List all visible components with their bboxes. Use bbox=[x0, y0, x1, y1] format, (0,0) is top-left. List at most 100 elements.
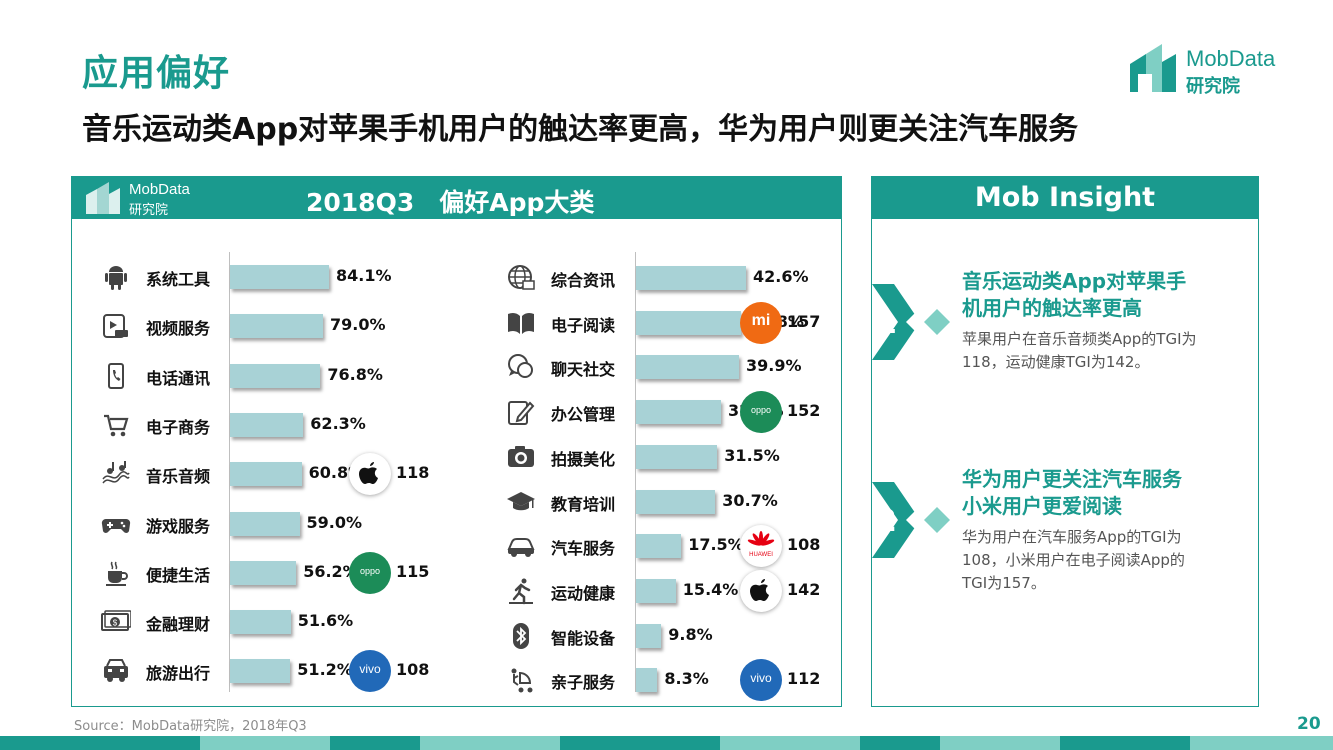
insight-heading: 音乐运动类App对苹果手 机用户的触达率更高 bbox=[962, 268, 1186, 322]
chart-row: 拍摄美化 31.5% bbox=[0, 437, 842, 477]
tgi-value: 142 bbox=[787, 580, 821, 599]
oppo-logo-icon: oppo bbox=[740, 391, 782, 433]
logo-mark-icon bbox=[1130, 44, 1176, 92]
category-label: 视频服务 bbox=[146, 319, 211, 338]
huawei-logo-icon: HUAWEI bbox=[740, 525, 782, 567]
insight-body: 苹果用户在音乐音频类App的TGI为 118，运动健康TGI为142。 bbox=[962, 328, 1197, 374]
chart-row: 电话通讯 76.8% bbox=[0, 356, 842, 396]
insight-number: 2 bbox=[876, 504, 897, 539]
data-label: 51.6% bbox=[297, 611, 354, 630]
category-label: 综合资讯 bbox=[551, 271, 616, 290]
bar-mark bbox=[636, 400, 721, 424]
bar-mark bbox=[636, 355, 739, 379]
page-title: 应用偏好 bbox=[82, 53, 231, 94]
camera-icon bbox=[506, 442, 536, 472]
tgi-value: 157 bbox=[787, 312, 821, 331]
category-label: 汽车服务 bbox=[551, 539, 616, 558]
data-label: 51.2% bbox=[297, 660, 353, 679]
book-icon bbox=[506, 308, 536, 338]
insight-body-line: TGI为157。 bbox=[962, 574, 1046, 592]
bar-mark bbox=[230, 413, 304, 437]
bar-mark bbox=[230, 265, 329, 289]
insight-body-line: 108，小米用户在电子阅读App的 bbox=[962, 551, 1185, 569]
auto-icon bbox=[506, 531, 536, 561]
video-icon bbox=[101, 311, 131, 341]
data-label: 39.9% bbox=[746, 356, 802, 375]
page-subtitle: 音乐运动类App对苹果手机用户的触达率更高，华为用户则更关注汽车服务 bbox=[82, 112, 1079, 147]
car-icon bbox=[101, 656, 131, 686]
insight-heading-line: 华为用户更关注汽车服务 bbox=[962, 467, 1182, 491]
chart-axis-right bbox=[635, 252, 636, 692]
category-label: 电子阅读 bbox=[551, 316, 616, 335]
panel-logo-text: MobData bbox=[129, 181, 190, 198]
brand-mark-text: mi bbox=[751, 312, 771, 329]
bar-mark bbox=[230, 512, 300, 536]
bar-mark bbox=[636, 490, 716, 514]
insight-heading-line: 小米用户更爱阅读 bbox=[962, 494, 1122, 518]
insight-heading-line: 机用户的触达率更高 bbox=[962, 296, 1142, 320]
chart-row: 教育培训 30.7% bbox=[0, 482, 842, 522]
tgi-value: 108 bbox=[787, 535, 821, 554]
chart-row: 视频服务 79.0% bbox=[0, 306, 842, 346]
source-note: Source：MobData研究院，2018年Q3 bbox=[74, 719, 307, 734]
vivo-logo-icon: vivo bbox=[349, 650, 391, 692]
tgi-value: 108 bbox=[396, 660, 430, 679]
bar-mark bbox=[230, 610, 291, 634]
globe-icon bbox=[506, 263, 536, 293]
category-label: 拍摄美化 bbox=[551, 450, 616, 469]
chart-panel-header: MobData 研究院 2018Q3 偏好App大类 bbox=[71, 176, 842, 219]
bar-mark bbox=[230, 561, 297, 585]
category-label: 运动健康 bbox=[551, 584, 616, 603]
category-label: 教育培训 bbox=[551, 495, 616, 514]
pencil-icon bbox=[506, 397, 536, 427]
insight-panel bbox=[871, 176, 1259, 707]
chart-row: 运动健康 15.4% 142 bbox=[0, 570, 842, 612]
bar-mark bbox=[636, 534, 682, 558]
data-label: 62.3% bbox=[310, 414, 366, 433]
chart-row: $ 金融理财 51.6% bbox=[0, 602, 842, 642]
xiaomi-logo-icon: mi bbox=[740, 302, 782, 344]
chart-row: 综合资讯 42.6% bbox=[0, 258, 842, 298]
bluetooth-icon bbox=[506, 621, 536, 651]
chart-title: 2018Q3 偏好App大类 bbox=[306, 188, 595, 217]
tgi-value: 118 bbox=[396, 463, 430, 482]
insight-1: 1 音乐运动类App对苹果手 机用户的触达率更高 苹果用户在音乐音频类App的T… bbox=[872, 269, 1258, 382]
category-label: 旅游出行 bbox=[146, 664, 211, 683]
data-label: 8.3% bbox=[664, 669, 709, 688]
chart-row: 旅游出行 51.2% vivo 108 bbox=[0, 650, 842, 692]
chart-row: 智能设备 9.8% bbox=[0, 616, 842, 656]
category-label: 亲子服务 bbox=[551, 673, 616, 692]
phone-icon bbox=[101, 361, 131, 391]
data-label: 56.2% bbox=[303, 562, 359, 581]
brand-mark-text: oppo bbox=[750, 405, 772, 415]
insight-heading-line: 音乐运动类App对苹果手 bbox=[962, 269, 1187, 293]
insight-2: 2 华为用户更关注汽车服务 小米用户更爱阅读 华为用户在汽车服务App的TGI为… bbox=[872, 467, 1258, 600]
chart-axis-left bbox=[229, 252, 230, 692]
bar-mark bbox=[230, 659, 291, 683]
chart-row: 亲子服务 8.3% vivo 112 bbox=[0, 659, 842, 701]
tgi-value: 152 bbox=[787, 401, 821, 420]
bar-mark bbox=[636, 579, 676, 603]
bar-mark bbox=[636, 668, 658, 692]
panel-logo-subtext: 研究院 bbox=[129, 203, 169, 218]
cart-icon bbox=[101, 410, 131, 440]
data-label: 79.0% bbox=[330, 315, 386, 334]
category-label: 聊天社交 bbox=[551, 360, 616, 379]
logo-text: MobData bbox=[1186, 46, 1276, 71]
data-label: 76.8% bbox=[327, 365, 383, 384]
mobdata-logo: MobData 研究院 bbox=[1128, 44, 1308, 100]
tgi-value: 115 bbox=[396, 562, 430, 581]
insight-panel-header: Mob Insight bbox=[871, 176, 1259, 219]
data-label: 31.5% bbox=[724, 446, 780, 465]
apple-logo-icon bbox=[740, 570, 782, 612]
bar-mark bbox=[636, 445, 718, 469]
gamepad-icon bbox=[101, 509, 131, 539]
insight-heading: 华为用户更关注汽车服务 小米用户更爱阅读 bbox=[962, 466, 1182, 520]
data-label: 30.7% bbox=[722, 491, 778, 510]
money-icon: $ bbox=[101, 607, 132, 637]
chat-icon bbox=[506, 352, 536, 382]
data-label: 15.4% bbox=[682, 580, 739, 599]
page-number: 20 bbox=[1297, 714, 1321, 734]
category-label: 便捷生活 bbox=[146, 566, 211, 585]
